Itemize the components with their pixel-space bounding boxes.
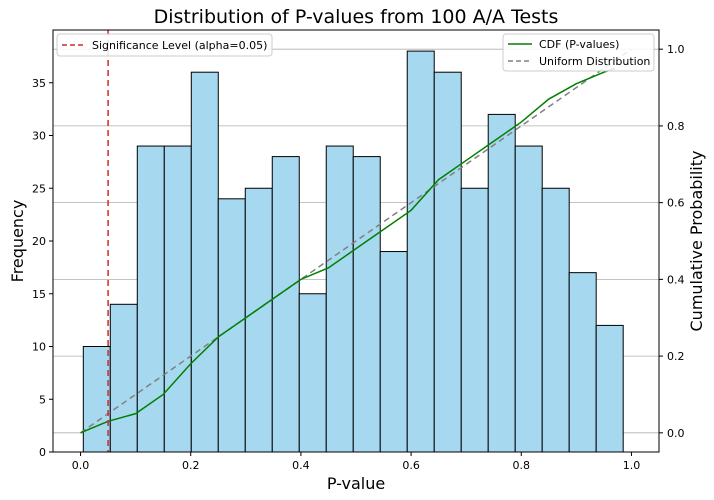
histogram-bar (514, 145, 543, 453)
x-axis-label: P-value (327, 474, 385, 493)
y2-tick-label: 0.2 (667, 350, 685, 363)
histogram-bars (82, 50, 624, 453)
histogram-bar (136, 145, 165, 453)
histogram-bar (190, 71, 219, 453)
chart-title: Distribution of P-values from 100 A/A Te… (154, 6, 559, 28)
y2-tick-label: 1.0 (667, 43, 685, 56)
y-tick-label: 0 (39, 446, 46, 459)
histogram-bar (487, 113, 516, 453)
legend-left-box (56, 33, 273, 57)
histogram-bar (433, 71, 462, 453)
legend-right-box (502, 33, 655, 72)
y2-axis-label: Cumulative Probability (687, 151, 706, 332)
histogram-bar (325, 145, 354, 453)
legend-uniform-label: Uniform Distribution (539, 55, 650, 68)
y-tick-label: 5 (39, 393, 46, 406)
histogram-bar (406, 50, 435, 453)
x-tick-label: 0.0 (72, 459, 90, 472)
y2-tick-label: 0.0 (667, 427, 685, 440)
y-axis-right: 0.0 0.2 0.4 0.6 0.8 1.0 (659, 43, 685, 440)
legend-left: Significance Level (alpha=0.05) (56, 33, 273, 57)
histogram-bar (271, 156, 300, 453)
x-tick-label: 0.8 (513, 459, 531, 472)
histogram-bar (541, 187, 570, 453)
y-tick-label: 35 (32, 77, 46, 90)
y-tick-label: 10 (32, 341, 46, 354)
y-tick-label: 20 (32, 235, 46, 248)
x-tick-label: 0.2 (182, 459, 200, 472)
y-axis-label: Frequency (8, 200, 27, 283)
histogram-bar (460, 187, 489, 453)
histogram-bar (298, 293, 327, 453)
y2-tick-label: 0.6 (667, 197, 685, 210)
y-tick-label: 15 (32, 288, 46, 301)
histogram-bar (163, 145, 192, 453)
x-tick-label: 0.4 (292, 459, 310, 472)
x-axis: 0.0 0.2 0.4 0.6 0.8 1.0 (72, 452, 640, 472)
histogram-bar (595, 324, 624, 453)
histogram-bar (244, 187, 273, 453)
y2-tick-label: 0.4 (667, 273, 685, 286)
histogram-bar (379, 251, 408, 453)
histogram-bar (217, 198, 246, 453)
cdf-line (80, 67, 616, 434)
y-tick-label: 30 (32, 130, 46, 143)
y-tick-label: 25 (32, 182, 46, 195)
histogram-bar (568, 272, 597, 453)
legend-right: CDF (P-values) Uniform Distribution (502, 33, 655, 72)
histogram-bar (352, 156, 381, 453)
legend-significance-label: Significance Level (alpha=0.05) (92, 39, 267, 52)
histogram-bar (82, 346, 111, 453)
y-axis-left: 0 5 10 15 20 25 30 35 (32, 77, 53, 459)
uniform-distribution-line (80, 48, 632, 434)
y2-tick-label: 0.8 (667, 120, 685, 133)
x-tick-label: 1.0 (623, 459, 641, 472)
legend-cdf-label: CDF (P-values) (539, 38, 619, 51)
histogram-bar (109, 303, 138, 453)
line-series (80, 30, 632, 452)
x-tick-label: 0.6 (402, 459, 420, 472)
